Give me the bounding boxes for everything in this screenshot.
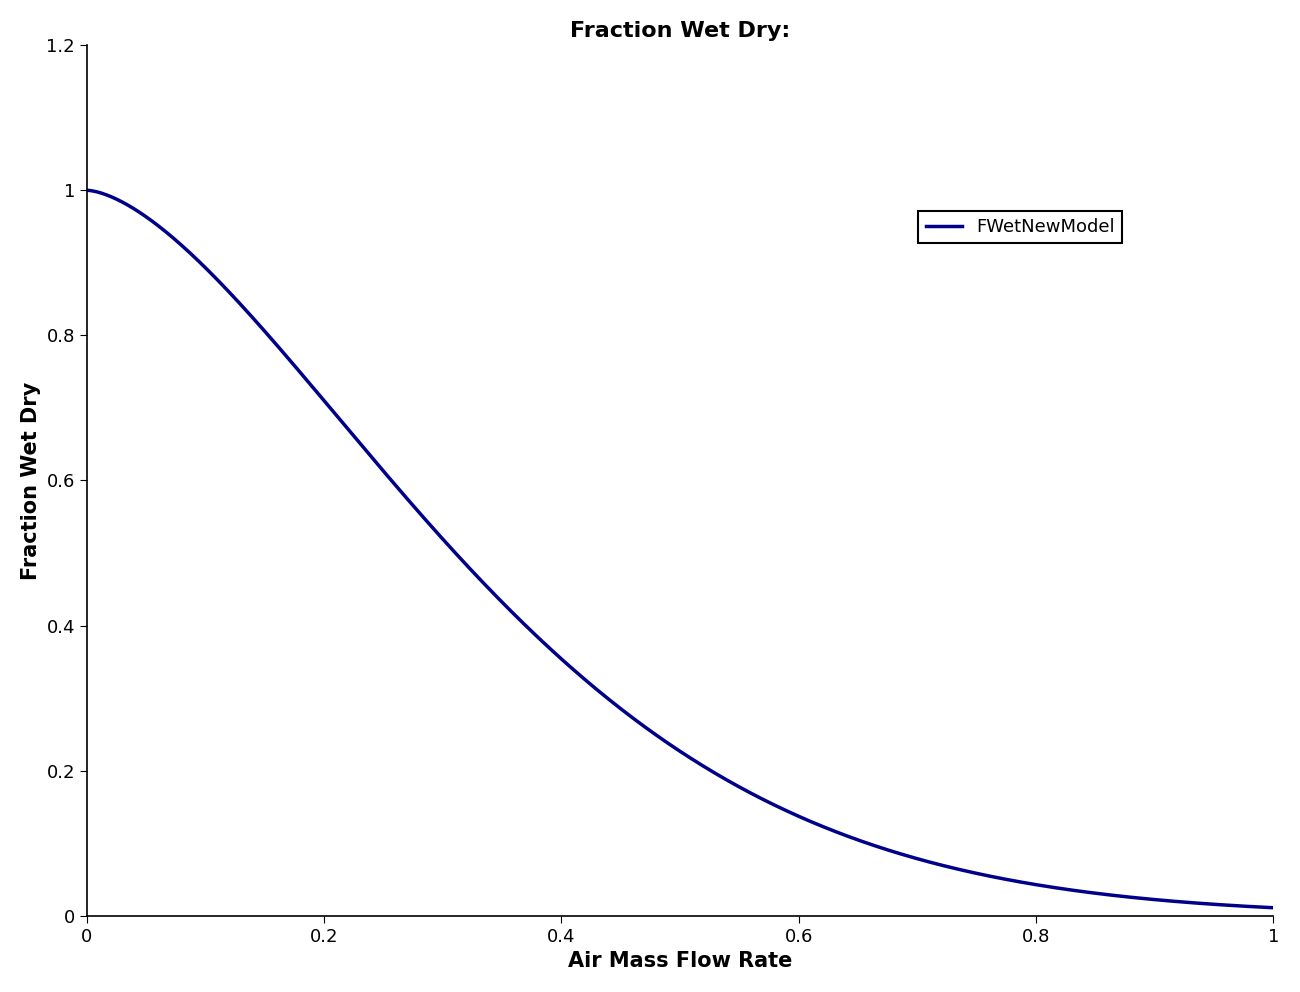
FWetNewModel xyxy=(1243,901,1258,913)
FWetNewModel xyxy=(216,280,231,292)
FWetNewModel xyxy=(286,359,302,371)
FWetNewModel xyxy=(586,682,602,693)
X-axis label: Air Mass Flow Rate: Air Mass Flow Rate xyxy=(568,951,792,971)
Y-axis label: Fraction Wet Dry: Fraction Wet Dry xyxy=(21,381,40,579)
Legend: FWetNewModel: FWetNewModel xyxy=(918,211,1122,243)
FWetNewModel xyxy=(81,185,96,196)
FWetNewModel xyxy=(534,636,550,648)
FWetNewModel xyxy=(1266,902,1282,914)
Title: Fraction Wet Dry:: Fraction Wet Dry: xyxy=(569,21,790,41)
FWetNewModel xyxy=(1114,891,1130,903)
Line: FWetNewModel: FWetNewModel xyxy=(88,190,1274,908)
